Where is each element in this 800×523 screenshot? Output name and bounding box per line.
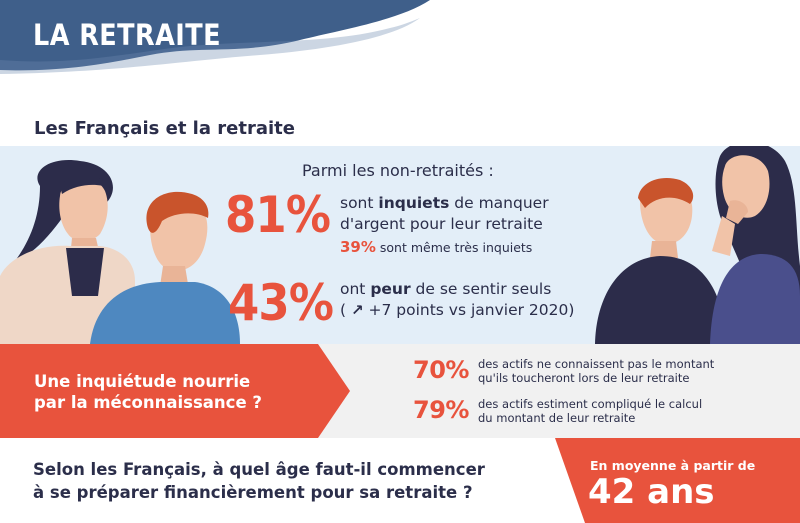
fact-text-complicated: des actifs estiment compliqué le calcul …: [478, 397, 728, 425]
question-line: à se préparer financièrement pour sa ret…: [33, 483, 473, 502]
stat-text-lonely: ont peur de se sentir seuls ( ↗ +7 point…: [340, 279, 600, 321]
middle-arrow-banner: [0, 344, 350, 438]
fact-line: du montant de leur retraite: [478, 411, 636, 425]
stats-panel: Parmi les non-retraités : 81% sont inqui…: [0, 146, 800, 344]
fact-percent-complicated: 79%: [413, 396, 469, 424]
stat-text-emphasis: inquiets: [378, 194, 450, 212]
stat-text-part: de manquer d'argent pour leur retraite: [340, 194, 549, 233]
stat-subnote-percent: 39%: [340, 238, 376, 256]
people-illustration: [0, 146, 800, 344]
page-title: LA RETRAITE: [33, 18, 221, 52]
stat-subnote-text: sont même très inquiets: [375, 240, 533, 255]
stat-subnote: 39% sont même très inquiets: [340, 238, 532, 256]
stat-percent-worried: 81%: [225, 186, 331, 244]
header-wave-banner: [0, 0, 430, 74]
stat-note-paren: (: [340, 301, 351, 319]
fact-line: qu'ils toucheront lors de leur retraite: [478, 371, 690, 385]
answer-age: 42 ans: [588, 472, 715, 512]
stat-text-worried: sont inquiets de manquer d'argent pour l…: [340, 193, 590, 235]
stat-text-part: sont: [340, 194, 379, 212]
stats-intro: Parmi les non-retraités :: [302, 161, 494, 180]
stat-percent-lonely: 43%: [228, 274, 334, 332]
answer-caption: En moyenne à partir de: [590, 458, 756, 473]
middle-heading: Une inquiétude nourrie par la méconnaiss…: [34, 371, 262, 413]
middle-heading-line: Une inquiétude nourrie: [34, 372, 251, 391]
section-title: Les Français et la retraite: [34, 118, 295, 139]
question-line: Selon les Français, à quel âge faut-il c…: [33, 460, 485, 479]
fact-line: des actifs ne connaissent pas le montant: [478, 357, 715, 371]
fact-text-unknown-amount: des actifs ne connaissent pas le montant…: [478, 357, 728, 385]
trend-up-arrow-icon: ↗: [350, 301, 364, 319]
man-right-figure: [595, 178, 728, 344]
fact-percent-unknown-amount: 70%: [413, 356, 469, 384]
stat-text-part: ont: [340, 280, 371, 298]
stat-text-part: de se sentir seuls: [410, 280, 552, 298]
fact-line: des actifs estiment compliqué le calcul: [478, 397, 703, 411]
man-left-figure: [90, 191, 240, 344]
middle-heading-line: par la méconnaissance ?: [34, 393, 262, 412]
middle-band: Une inquiétude nourrie par la méconnaiss…: [0, 344, 800, 438]
bottom-question: Selon les Français, à quel âge faut-il c…: [33, 458, 533, 504]
answer-box: [555, 438, 800, 523]
stat-note-text: +7 points vs janvier 2020): [363, 301, 575, 319]
stat-text-emphasis: peur: [370, 280, 411, 298]
woman-right-figure: [710, 146, 800, 344]
